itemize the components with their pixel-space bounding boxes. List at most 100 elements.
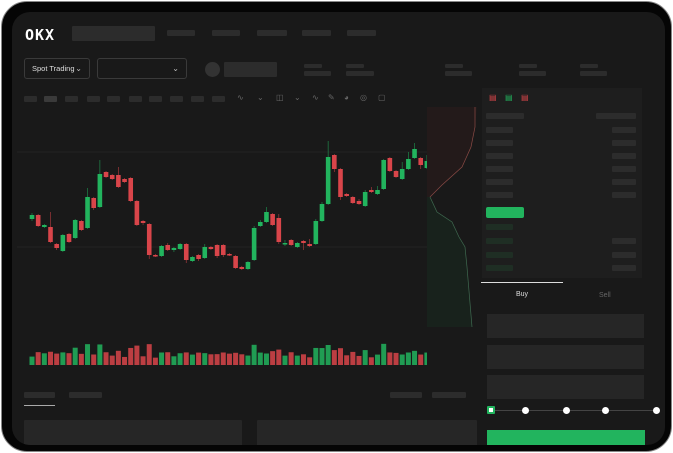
amount-input[interactable] xyxy=(487,345,644,369)
volume-bar xyxy=(122,356,128,365)
stat-value xyxy=(346,71,374,76)
volume-bar xyxy=(208,354,214,365)
timeframe-button[interactable] xyxy=(129,96,142,102)
total-input[interactable] xyxy=(487,375,644,399)
history-tab[interactable] xyxy=(69,392,102,398)
nav-item[interactable] xyxy=(302,30,331,36)
slider-step[interactable] xyxy=(602,407,609,414)
candle xyxy=(325,157,331,204)
candle xyxy=(48,227,53,242)
nav-item[interactable] xyxy=(347,30,376,36)
candle-type-icon[interactable]: ◫ xyxy=(276,93,284,102)
timeframe-button[interactable] xyxy=(24,96,37,102)
line-tool-icon[interactable]: ∿ xyxy=(312,93,319,102)
slider-step[interactable] xyxy=(653,407,660,414)
settings-icon[interactable]: ◎ xyxy=(360,93,367,102)
volume-bar xyxy=(134,345,140,365)
candle xyxy=(295,243,300,247)
volume-bar xyxy=(220,352,226,365)
timeframe-button[interactable] xyxy=(87,96,100,102)
indicator-icon[interactable]: ∿ xyxy=(237,93,244,102)
timeframe-button[interactable] xyxy=(191,96,204,102)
book-price[interactable] xyxy=(486,265,513,271)
candle xyxy=(369,190,374,192)
volume-bar xyxy=(78,353,84,365)
book-size xyxy=(612,140,636,146)
book-price[interactable] xyxy=(486,113,524,119)
timeframe-button[interactable] xyxy=(212,96,225,102)
volume-bar xyxy=(72,347,78,365)
nav-item[interactable] xyxy=(167,30,195,36)
orders-tab[interactable] xyxy=(24,392,55,398)
book-size xyxy=(612,153,636,159)
slider-track[interactable] xyxy=(490,410,658,411)
screenshot-icon[interactable]: ◕ xyxy=(344,93,349,102)
volume-bar xyxy=(424,352,427,365)
candle xyxy=(375,190,380,194)
candle xyxy=(171,248,177,250)
depth-chart xyxy=(427,107,477,327)
volume-bar xyxy=(103,352,109,365)
book-price[interactable] xyxy=(486,127,513,133)
last-price-highlight xyxy=(486,207,524,218)
volume-bar xyxy=(109,355,115,365)
filter-button[interactable] xyxy=(390,392,422,398)
search-placeholder[interactable] xyxy=(72,26,155,41)
buy-submit-button[interactable] xyxy=(487,430,645,445)
tab-underline xyxy=(24,405,55,406)
stat-label xyxy=(346,64,364,68)
price-input[interactable] xyxy=(487,314,644,338)
book-price[interactable] xyxy=(486,238,513,244)
nav-item[interactable] xyxy=(257,30,287,36)
book-view-bids-icon[interactable]: ▤ xyxy=(505,93,513,102)
timeframe-button[interactable] xyxy=(65,96,78,102)
book-price[interactable] xyxy=(486,252,513,258)
book-view-both-icon[interactable]: ▤ xyxy=(489,93,497,102)
stat-label xyxy=(519,64,537,68)
volume-bar xyxy=(350,351,356,365)
candle xyxy=(35,215,41,226)
book-price[interactable] xyxy=(486,166,513,172)
book-size xyxy=(612,265,636,271)
slider-step[interactable] xyxy=(563,407,570,414)
timeframe-button[interactable] xyxy=(170,96,183,102)
candlestick-chart[interactable] xyxy=(17,107,427,372)
okx-logo[interactable]: OKX xyxy=(25,26,56,44)
chevron-down-icon[interactable]: ⌄ xyxy=(257,93,264,102)
book-price[interactable] xyxy=(486,224,513,230)
spot-trading-label: Spot Trading xyxy=(32,64,75,73)
candle xyxy=(134,201,140,225)
book-view-asks-icon[interactable]: ▤ xyxy=(521,93,529,102)
pencil-icon[interactable]: ✎ xyxy=(328,93,335,102)
fullscreen-icon[interactable]: ▢ xyxy=(378,93,386,102)
book-price[interactable] xyxy=(486,179,513,185)
volume-bar xyxy=(251,344,257,365)
nav-item[interactable] xyxy=(212,30,240,36)
candle xyxy=(239,267,245,269)
book-price[interactable] xyxy=(486,140,513,146)
candle xyxy=(140,221,146,223)
candle xyxy=(227,254,232,256)
candle xyxy=(344,194,349,196)
volume-bar xyxy=(418,354,424,365)
timeframe-button[interactable] xyxy=(149,96,162,102)
slider-handle[interactable] xyxy=(487,406,495,414)
candle xyxy=(66,234,72,242)
book-price[interactable] xyxy=(486,153,513,159)
candle xyxy=(97,174,103,207)
chevron-down-icon[interactable]: ⌄ xyxy=(294,93,301,102)
timeframe-button[interactable] xyxy=(44,96,57,102)
volume-bar xyxy=(362,350,368,365)
pair-dropdown[interactable]: ⌄ xyxy=(97,58,187,79)
volume-bar xyxy=(202,353,208,365)
sell-tab[interactable]: Sell xyxy=(599,292,611,299)
book-size xyxy=(596,113,636,119)
timeframe-button[interactable] xyxy=(107,96,120,102)
candle xyxy=(276,218,282,242)
volume-bar xyxy=(270,351,276,365)
book-price[interactable] xyxy=(486,192,513,198)
buy-tab[interactable]: Buy xyxy=(516,291,529,298)
spot-trading-dropdown[interactable]: Spot Trading ⌄ xyxy=(24,58,90,79)
slider-step[interactable] xyxy=(522,407,529,414)
filter-button[interactable] xyxy=(432,392,466,398)
